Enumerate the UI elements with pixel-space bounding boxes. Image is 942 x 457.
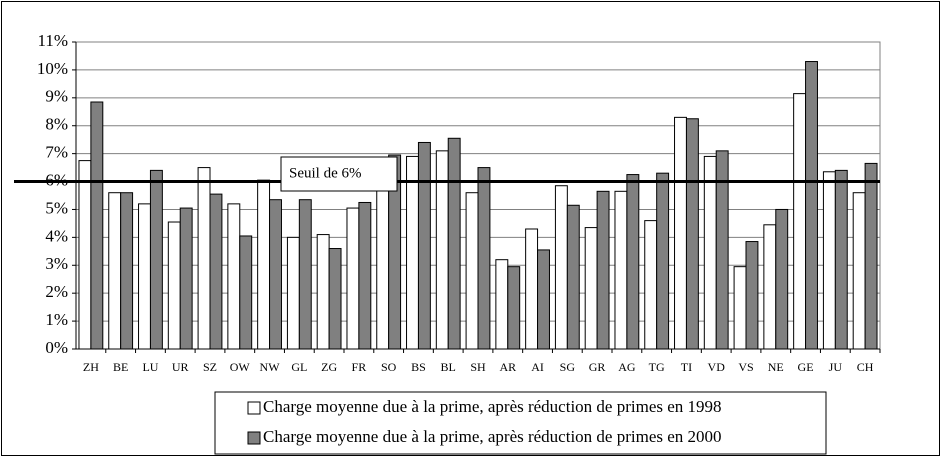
y-tick-label: 7% xyxy=(45,143,68,162)
bar xyxy=(78,160,92,350)
bar xyxy=(733,266,747,350)
threshold-label: Seuil de 6% xyxy=(289,165,362,181)
bar xyxy=(864,162,878,350)
bar xyxy=(120,192,134,350)
bar xyxy=(90,101,104,350)
bar xyxy=(674,116,687,350)
y-tick-label: 11% xyxy=(37,31,68,50)
bar xyxy=(417,141,431,350)
bar xyxy=(197,167,211,350)
bar xyxy=(525,228,539,350)
y-tick-label: 6% xyxy=(45,170,68,189)
y-tick-label: 0% xyxy=(45,338,68,357)
bar xyxy=(239,235,253,350)
x-tick-label: GR xyxy=(589,360,606,374)
x-tick-label: LU xyxy=(142,360,158,374)
y-tick-label: 1% xyxy=(45,310,68,329)
bar xyxy=(507,266,521,350)
bar xyxy=(805,61,818,350)
legend-box xyxy=(214,391,827,455)
bar xyxy=(316,234,330,350)
x-tick-label: OW xyxy=(230,360,251,374)
x-tick-label: CH xyxy=(857,360,874,374)
bar xyxy=(167,221,181,350)
x-tick-label: SZ xyxy=(203,360,217,374)
bar xyxy=(406,155,419,350)
bar xyxy=(703,155,717,350)
bar xyxy=(227,203,241,350)
bar xyxy=(685,118,699,350)
x-tick-label: AI xyxy=(531,360,544,374)
bar xyxy=(584,227,598,350)
bar xyxy=(566,204,580,350)
bar xyxy=(298,199,312,350)
bar xyxy=(358,201,372,350)
y-tick-label: 8% xyxy=(45,115,68,134)
bar xyxy=(596,190,610,350)
bar xyxy=(269,199,282,350)
bar xyxy=(834,169,848,350)
bar xyxy=(179,207,193,350)
y-tick-label: 3% xyxy=(45,254,68,273)
legend-label: Charge moyenne due à la prime, après réd… xyxy=(263,427,722,446)
bar xyxy=(614,190,628,350)
bar xyxy=(257,179,271,350)
bar xyxy=(763,224,777,350)
bar xyxy=(376,175,390,350)
bar xyxy=(554,185,568,350)
legend-swatch xyxy=(247,401,261,415)
x-tick-label: SG xyxy=(560,360,576,374)
bar xyxy=(477,167,491,350)
x-tick-label: ZH xyxy=(83,360,99,374)
x-tick-label: JU xyxy=(829,360,843,374)
bar xyxy=(286,236,300,350)
x-tick-label: ZG xyxy=(321,360,337,374)
x-tick-label: GL xyxy=(291,360,307,374)
x-tick-label: BL xyxy=(441,360,456,374)
bar xyxy=(447,137,461,350)
x-tick-label: UR xyxy=(172,360,189,374)
legend-label: Charge moyenne due à la prime, après réd… xyxy=(263,397,722,416)
y-tick-label: 9% xyxy=(45,87,68,106)
y-tick-label: 4% xyxy=(45,226,68,245)
bar xyxy=(793,93,807,350)
x-tick-label: TG xyxy=(649,360,665,374)
bar xyxy=(138,203,151,350)
bar xyxy=(328,248,342,350)
x-tick-label: VD xyxy=(708,360,726,374)
x-tick-label: SH xyxy=(470,360,486,374)
x-tick-label: NW xyxy=(260,360,281,374)
x-tick-label: AR xyxy=(499,360,516,374)
bar xyxy=(149,169,163,350)
bar xyxy=(465,192,479,350)
bar xyxy=(822,171,836,350)
legend-swatch xyxy=(247,431,261,445)
x-tick-label: AG xyxy=(618,360,636,374)
bar xyxy=(644,220,658,350)
y-tick-label: 10% xyxy=(37,59,68,78)
y-tick-label: 5% xyxy=(45,198,68,217)
x-tick-label: SO xyxy=(381,360,397,374)
bar xyxy=(852,192,866,350)
bar xyxy=(775,208,789,350)
threshold-label-box xyxy=(280,156,398,192)
bar xyxy=(495,259,509,350)
bar xyxy=(656,172,670,350)
x-tick-label: NE xyxy=(768,360,784,374)
bar xyxy=(108,192,122,350)
x-tick-label: BS xyxy=(411,360,426,374)
x-tick-label: GE xyxy=(798,360,814,374)
bar xyxy=(537,249,550,350)
x-tick-label: FR xyxy=(352,360,367,374)
bar xyxy=(209,193,223,350)
x-tick-label: VS xyxy=(738,360,753,374)
bar xyxy=(745,241,759,350)
bar xyxy=(626,174,640,350)
x-tick-label: TI xyxy=(681,360,692,374)
x-tick-label: BE xyxy=(113,360,128,374)
y-tick-label: 2% xyxy=(45,282,68,301)
bar xyxy=(346,207,360,350)
